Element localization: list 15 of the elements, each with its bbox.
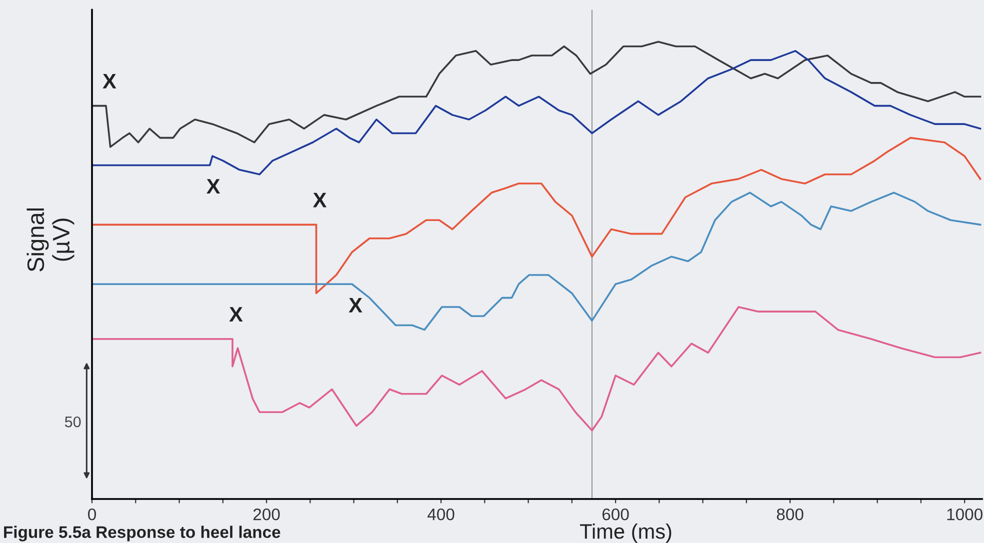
- annotation: X: [102, 74, 116, 88]
- x-tick-label: 400: [428, 508, 454, 520]
- x-tick-label: 800: [776, 508, 804, 520]
- x-axis-title: Time (ms): [580, 523, 672, 543]
- annotation: X: [348, 298, 362, 312]
- x-tick-label: 0: [88, 508, 96, 520]
- annotation: X: [206, 179, 220, 194]
- caption: Figure 5.5a Response to heel lance: [4, 526, 280, 542]
- x-tick-label: 600: [602, 508, 629, 520]
- x-tick-label: 1000: [947, 508, 982, 520]
- x-tick-label: 200: [253, 508, 280, 520]
- text: 50: [64, 416, 81, 428]
- y-axis-title: Signal (µV): [26, 208, 74, 272]
- annotation: X: [312, 192, 327, 208]
- annotation: X: [229, 307, 243, 322]
